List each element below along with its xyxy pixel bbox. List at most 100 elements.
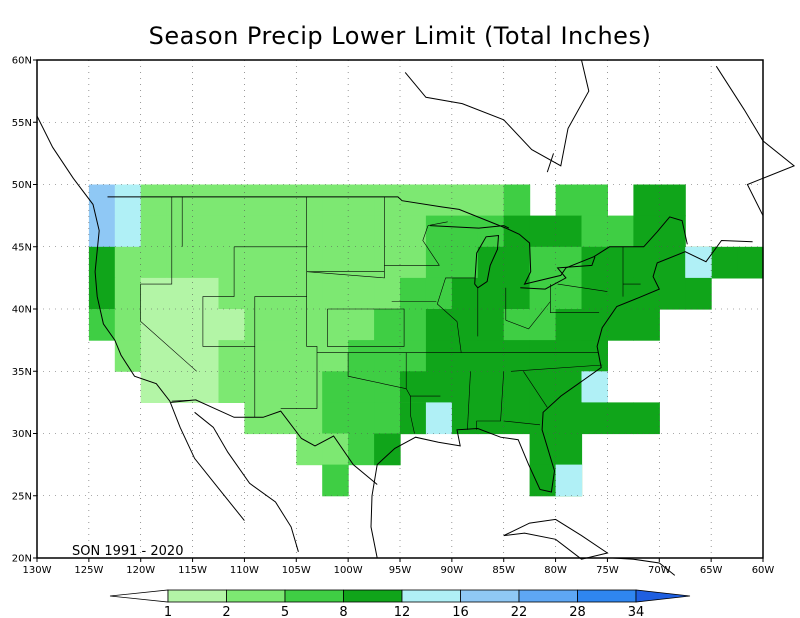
grid-cell-71 (88, 277, 116, 310)
grid-cell-11 (374, 184, 401, 217)
colorbar-segment-1 (167, 589, 227, 603)
grid-cell-173 (633, 402, 660, 435)
grid-cell-98 (166, 309, 194, 341)
grid-cell-162 (374, 402, 401, 435)
grid-cell-103 (296, 309, 323, 341)
colorbar-high-triangle (635, 589, 691, 603)
grid-cell-118 (140, 340, 168, 372)
lon-tick-label: 85W (492, 565, 515, 576)
grid-cell-51 (270, 246, 297, 279)
grid-cell-37 (503, 215, 531, 248)
grid-cell-111 (503, 309, 531, 341)
grid-cell-9 (322, 184, 349, 217)
state-border-5 (327, 308, 405, 347)
grid-cell-180 (555, 433, 583, 466)
grid-cell-147 (374, 371, 401, 403)
grid-cell-109 (451, 309, 479, 341)
colorbar-segment-6 (460, 589, 520, 603)
state-border-0 (140, 196, 197, 372)
grid-cell-12 (400, 184, 427, 217)
grid-cell-5 (218, 184, 245, 217)
state-border-26 (436, 277, 475, 353)
grid-cell-112 (529, 309, 557, 341)
grid-cell-127 (374, 340, 401, 372)
state-border-23 (557, 283, 608, 292)
grid-cell-123 (270, 340, 297, 372)
state-border-27 (427, 221, 448, 226)
grid-cell-38 (529, 215, 557, 248)
grid-cell-101 (244, 309, 271, 341)
colorbar-segment-2 (226, 589, 286, 603)
grid-cell-121 (218, 340, 245, 372)
grid-cell-50 (244, 246, 271, 279)
lat-tick-label: 40N (12, 305, 32, 316)
grid-cell-142 (270, 371, 297, 403)
latitude-ticks: 20N 25N 30N 35N 40N 45N 50N 55N 60N (12, 56, 37, 565)
grid-cell-161 (348, 402, 375, 435)
grid-cell-96 (114, 309, 142, 341)
grid-cell-75 (192, 277, 220, 310)
grid-cell-104 (322, 309, 349, 341)
outline-3 (107, 196, 688, 285)
grid-cell-1 (114, 184, 142, 217)
grid-cell-55 (374, 246, 401, 279)
lon-tick-label: 120W (126, 565, 155, 576)
grid-cell-145 (322, 371, 349, 403)
grid-cell-143 (296, 371, 323, 403)
lat-tick-label: 20N (12, 554, 32, 565)
outline-5 (430, 225, 510, 229)
grid-cell-120 (192, 340, 220, 372)
grid-cell-2 (140, 184, 168, 217)
outline-8 (404, 59, 590, 167)
colorbar-segment-4 (343, 589, 403, 603)
map-gridlines (37, 60, 763, 558)
grid-cell-65 (633, 246, 660, 279)
grid-cell-138 (166, 371, 194, 403)
lon-tick-label: 95W (389, 565, 412, 576)
grid-cell-63 (581, 246, 608, 279)
grid-cell-133 (529, 340, 557, 372)
grid-cell-153 (503, 371, 531, 403)
grid-cell-137 (140, 371, 168, 403)
grid-cell-54 (348, 246, 375, 279)
colorbar-label: 5 (281, 605, 289, 618)
state-border-14 (503, 420, 541, 426)
grid-cell-69 (737, 246, 764, 279)
outline-0 (36, 115, 245, 521)
grid-cell-141 (244, 371, 271, 403)
grid-cell-182 (529, 464, 557, 497)
grid-cell-172 (607, 402, 634, 435)
grid-cell-79 (296, 277, 323, 310)
colorbar-segment-8 (577, 589, 637, 603)
grid-cell-84 (425, 277, 453, 310)
grid-cell-60 (503, 246, 531, 279)
state-border-29 (171, 399, 197, 402)
grid-cell-10 (348, 184, 375, 217)
grid-cell-52 (296, 246, 323, 279)
grid-cell-86 (477, 277, 505, 310)
lon-tick-label: 75W (596, 565, 619, 576)
grid-cell-49 (218, 246, 245, 279)
colorbar-label: 12 (394, 605, 411, 618)
grid-cell-102 (270, 309, 297, 341)
grid-cell-77 (244, 277, 271, 310)
grid-cell-27 (244, 215, 271, 248)
outline-11 (715, 65, 796, 216)
grid-cell-14 (451, 184, 479, 217)
outline-7 (170, 399, 378, 485)
lon-tick-label: 70W (648, 565, 671, 576)
grid-cell-4 (192, 184, 220, 217)
lat-tick-label: 35N (12, 367, 32, 378)
lat-tick-label: 45N (12, 242, 32, 253)
grid-cell-22 (114, 215, 142, 248)
lat-tick-label: 60N (12, 56, 32, 67)
grid-cell-92 (633, 277, 660, 310)
grid-cell-160 (322, 402, 349, 435)
grid-cell-80 (322, 277, 349, 310)
colorbar-segment-3 (284, 589, 344, 603)
longitude-ticks: 130W 125W 120W 115W 110W 105W 100W 95W 90W 85W 80W… (23, 558, 774, 576)
grid-cell-82 (374, 277, 401, 310)
grid-cell-39 (555, 215, 583, 248)
grid-cell-151 (451, 371, 479, 403)
precip-grid-cells (88, 184, 764, 497)
